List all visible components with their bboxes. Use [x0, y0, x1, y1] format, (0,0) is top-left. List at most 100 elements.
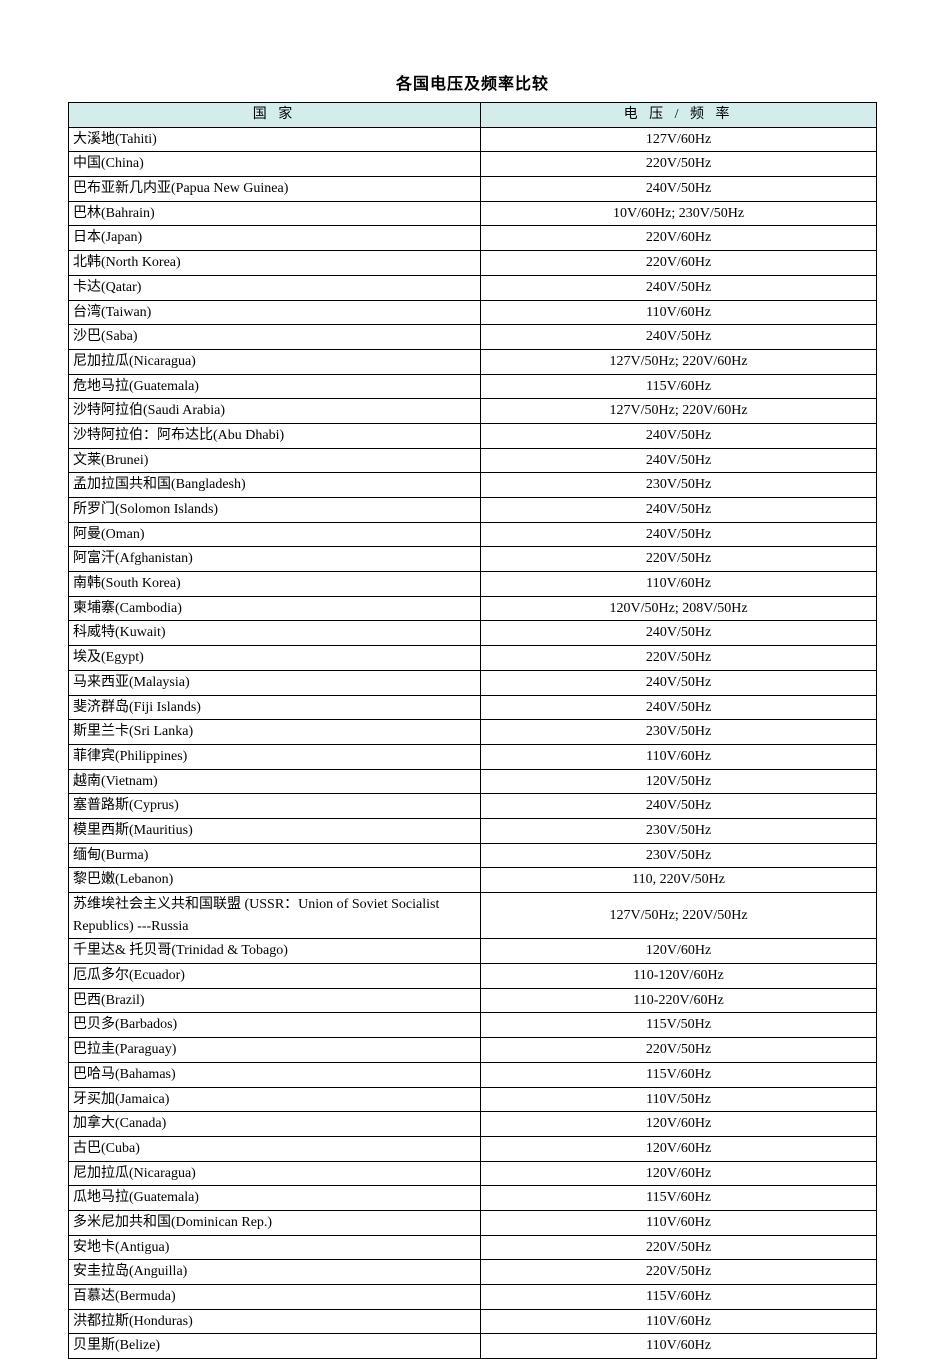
- cell-country: 卡达(Qatar): [69, 275, 481, 300]
- table-row: 阿富汗(Afghanistan)220V/50Hz: [69, 547, 877, 572]
- cell-voltage: 220V/50Hz: [481, 152, 877, 177]
- cell-country: 牙买加(Jamaica): [69, 1087, 481, 1112]
- cell-country: 中国(China): [69, 152, 481, 177]
- cell-country: 沙特阿拉伯：阿布达比(Abu Dhabi): [69, 423, 481, 448]
- cell-country: 尼加拉瓜(Nicaragua): [69, 1161, 481, 1186]
- table-row: 大溪地(Tahiti)127V/60Hz: [69, 127, 877, 152]
- cell-voltage: 115V/50Hz: [481, 1013, 877, 1038]
- table-row: 百慕达(Bermuda)115V/60Hz: [69, 1285, 877, 1310]
- table-row: 缅甸(Burma)230V/50Hz: [69, 843, 877, 868]
- table-row: 巴拉圭(Paraguay)220V/50Hz: [69, 1038, 877, 1063]
- cell-country: 巴拉圭(Paraguay): [69, 1038, 481, 1063]
- cell-country: 瓜地马拉(Guatemala): [69, 1186, 481, 1211]
- cell-voltage: 127V/50Hz; 220V/60Hz: [481, 349, 877, 374]
- cell-country: 南韩(South Korea): [69, 572, 481, 597]
- cell-voltage: 220V/50Hz: [481, 1260, 877, 1285]
- table-row: 安地卡(Antigua)220V/50Hz: [69, 1235, 877, 1260]
- cell-country: 北韩(North Korea): [69, 251, 481, 276]
- table-row: 牙买加(Jamaica)110V/50Hz: [69, 1087, 877, 1112]
- table-row: 模里西斯(Mauritius)230V/50Hz: [69, 818, 877, 843]
- cell-country: 安地卡(Antigua): [69, 1235, 481, 1260]
- table-body: 大溪地(Tahiti)127V/60Hz中国(China)220V/50Hz巴布…: [69, 127, 877, 1358]
- cell-country: 科威特(Kuwait): [69, 621, 481, 646]
- cell-country: 大溪地(Tahiti): [69, 127, 481, 152]
- cell-voltage: 240V/50Hz: [481, 275, 877, 300]
- cell-country: 巴布亚新几内亚(Papua New Guinea): [69, 177, 481, 202]
- cell-voltage: 115V/60Hz: [481, 374, 877, 399]
- table-row: 危地马拉(Guatemala)115V/60Hz: [69, 374, 877, 399]
- table-row: 阿曼(Oman)240V/50Hz: [69, 522, 877, 547]
- cell-voltage: 110V/60Hz: [481, 1210, 877, 1235]
- cell-voltage: 220V/50Hz: [481, 1235, 877, 1260]
- cell-country: 文莱(Brunei): [69, 448, 481, 473]
- cell-country: 千里达& 托贝哥(Trinidad & Tobago): [69, 939, 481, 964]
- cell-voltage: 240V/50Hz: [481, 695, 877, 720]
- table-row: 瓜地马拉(Guatemala)115V/60Hz: [69, 1186, 877, 1211]
- table-row: 斐济群岛(Fiji Islands)240V/50Hz: [69, 695, 877, 720]
- column-header-country: 国 家: [69, 103, 481, 128]
- cell-voltage: 10V/60Hz; 230V/50Hz: [481, 201, 877, 226]
- cell-country: 百慕达(Bermuda): [69, 1285, 481, 1310]
- cell-voltage: 120V/60Hz: [481, 1161, 877, 1186]
- table-row: 文莱(Brunei)240V/50Hz: [69, 448, 877, 473]
- cell-voltage: 230V/50Hz: [481, 818, 877, 843]
- table-row: 巴林(Bahrain)10V/60Hz; 230V/50Hz: [69, 201, 877, 226]
- cell-voltage: 120V/60Hz: [481, 1136, 877, 1161]
- cell-voltage: 127V/50Hz; 220V/60Hz: [481, 399, 877, 424]
- table-row: 多米尼加共和国(Dominican Rep.)110V/60Hz: [69, 1210, 877, 1235]
- cell-voltage: 110V/60Hz: [481, 300, 877, 325]
- table-row: 斯里兰卡(Sri Lanka)230V/50Hz: [69, 720, 877, 745]
- cell-country: 斐济群岛(Fiji Islands): [69, 695, 481, 720]
- cell-voltage: 220V/60Hz: [481, 226, 877, 251]
- cell-voltage: 220V/50Hz: [481, 547, 877, 572]
- table-row: 孟加拉国共和国(Bangladesh)230V/50Hz: [69, 473, 877, 498]
- cell-country: 苏维埃社会主义共和国联盟 (USSR：Union of Soviet Socia…: [69, 893, 481, 939]
- cell-voltage: 240V/50Hz: [481, 621, 877, 646]
- cell-country: 沙特阿拉伯(Saudi Arabia): [69, 399, 481, 424]
- cell-country: 阿富汗(Afghanistan): [69, 547, 481, 572]
- cell-country: 尼加拉瓜(Nicaragua): [69, 349, 481, 374]
- cell-voltage: 110-220V/60Hz: [481, 988, 877, 1013]
- table-row: 沙特阿拉伯：阿布达比(Abu Dhabi)240V/50Hz: [69, 423, 877, 448]
- cell-country: 巴贝多(Barbados): [69, 1013, 481, 1038]
- cell-voltage: 127V/60Hz: [481, 127, 877, 152]
- table-row: 菲律宾(Philippines)110V/60Hz: [69, 744, 877, 769]
- cell-voltage: 127V/50Hz; 220V/50Hz: [481, 893, 877, 939]
- table-row: 科威特(Kuwait)240V/50Hz: [69, 621, 877, 646]
- table-row: 沙巴(Saba)240V/50Hz: [69, 325, 877, 350]
- table-row: 洪都拉斯(Honduras)110V/60Hz: [69, 1309, 877, 1334]
- cell-country: 越南(Vietnam): [69, 769, 481, 794]
- cell-voltage: 220V/50Hz: [481, 1038, 877, 1063]
- table-row: 沙特阿拉伯(Saudi Arabia)127V/50Hz; 220V/60Hz: [69, 399, 877, 424]
- table-row: 所罗门(Solomon Islands)240V/50Hz: [69, 498, 877, 523]
- table-row: 古巴(Cuba)120V/60Hz: [69, 1136, 877, 1161]
- cell-voltage: 110V/60Hz: [481, 744, 877, 769]
- table-row: 尼加拉瓜(Nicaragua)127V/50Hz; 220V/60Hz: [69, 349, 877, 374]
- table-row: 苏维埃社会主义共和国联盟 (USSR：Union of Soviet Socia…: [69, 893, 877, 939]
- table-row: 北韩(North Korea)220V/60Hz: [69, 251, 877, 276]
- table-row: 厄瓜多尔(Ecuador)110-120V/60Hz: [69, 964, 877, 989]
- cell-country: 日本(Japan): [69, 226, 481, 251]
- cell-country: 厄瓜多尔(Ecuador): [69, 964, 481, 989]
- cell-voltage: 230V/50Hz: [481, 720, 877, 745]
- cell-voltage: 120V/60Hz: [481, 1112, 877, 1137]
- cell-country: 沙巴(Saba): [69, 325, 481, 350]
- table-row: 卡达(Qatar)240V/50Hz: [69, 275, 877, 300]
- cell-voltage: 115V/60Hz: [481, 1186, 877, 1211]
- cell-country: 台湾(Taiwan): [69, 300, 481, 325]
- cell-country: 巴西(Brazil): [69, 988, 481, 1013]
- cell-voltage: 110V/60Hz: [481, 1309, 877, 1334]
- cell-voltage: 230V/50Hz: [481, 843, 877, 868]
- cell-country: 巴林(Bahrain): [69, 201, 481, 226]
- table-row: 千里达& 托贝哥(Trinidad & Tobago)120V/60Hz: [69, 939, 877, 964]
- table-row: 中国(China)220V/50Hz: [69, 152, 877, 177]
- cell-country: 多米尼加共和国(Dominican Rep.): [69, 1210, 481, 1235]
- voltage-table: 国 家 电 压 / 频 率 大溪地(Tahiti)127V/60Hz中国(Chi…: [68, 102, 877, 1359]
- cell-country: 危地马拉(Guatemala): [69, 374, 481, 399]
- table-header-row: 国 家 电 压 / 频 率: [69, 103, 877, 128]
- cell-country: 洪都拉斯(Honduras): [69, 1309, 481, 1334]
- table-row: 加拿大(Canada)120V/60Hz: [69, 1112, 877, 1137]
- table-row: 尼加拉瓜(Nicaragua)120V/60Hz: [69, 1161, 877, 1186]
- cell-voltage: 120V/50Hz: [481, 769, 877, 794]
- cell-country: 缅甸(Burma): [69, 843, 481, 868]
